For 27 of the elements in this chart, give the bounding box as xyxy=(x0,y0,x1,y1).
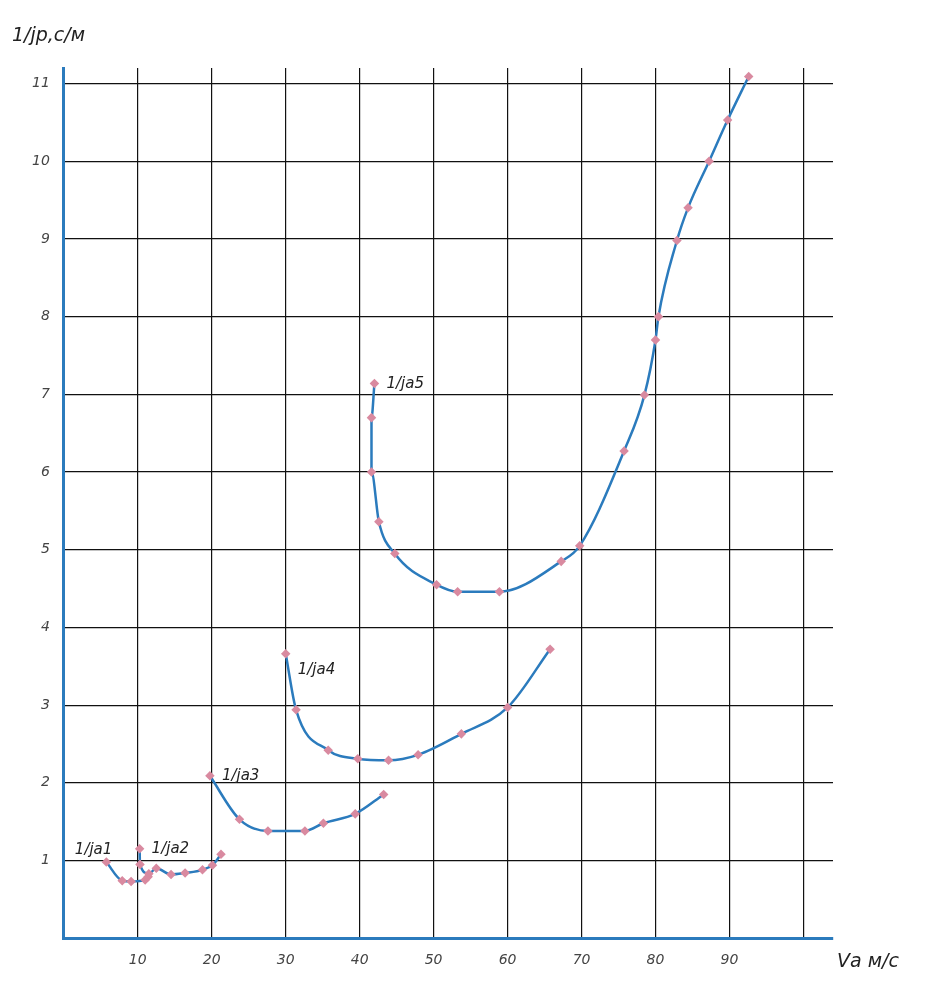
series-label: 1/jа3 xyxy=(221,766,260,785)
x-tick-label: 10 xyxy=(128,951,147,968)
y-axis-title: 1/jр,с/м xyxy=(12,23,86,46)
x-tick-label: 50 xyxy=(424,951,443,968)
x-tick-label: 70 xyxy=(572,951,591,968)
y-tick-label: 1 xyxy=(40,851,50,868)
y-tick-label: 2 xyxy=(40,773,50,790)
x-tick-label: 20 xyxy=(202,951,221,968)
x-tick-label: 60 xyxy=(498,951,517,968)
y-tick-label: 4 xyxy=(40,618,50,635)
y-tick-label: 7 xyxy=(40,384,50,401)
x-tick-label: 80 xyxy=(646,951,665,968)
series-label: 1/jа1 xyxy=(74,840,113,859)
x-tick-label: 40 xyxy=(350,951,369,968)
x-tick-label: 90 xyxy=(720,951,739,968)
series-label: 1/jа5 xyxy=(386,373,424,392)
series-label: 1/jа2 xyxy=(151,839,190,858)
y-tick-label: 5 xyxy=(40,540,50,557)
series-label: 1/jа4 xyxy=(297,660,336,679)
y-tick-label: 6 xyxy=(40,462,50,479)
x-axis-title: Vа м/с xyxy=(837,948,900,971)
y-tick-label: 9 xyxy=(40,229,50,246)
x-tick-label: 30 xyxy=(276,951,295,968)
y-tick-label: 11 xyxy=(31,74,50,91)
y-tick-label: 3 xyxy=(40,695,50,712)
y-tick-label: 10 xyxy=(31,151,50,168)
y-tick-label: 8 xyxy=(40,307,50,324)
